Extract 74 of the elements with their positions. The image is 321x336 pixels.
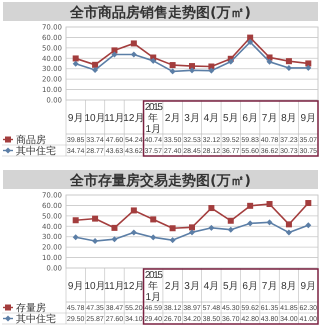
point	[228, 226, 234, 233]
point	[111, 236, 118, 242]
x-tick-label: 12月	[123, 113, 144, 124]
chart-title: 全市商品房销售走势图(万㎡)	[69, 4, 251, 21]
x-tick-label: 2月	[164, 113, 180, 124]
legend-label: 其中住宅	[16, 313, 56, 325]
x-tick-label: 9月	[68, 281, 84, 292]
point	[286, 230, 292, 236]
point	[189, 67, 195, 74]
point	[72, 234, 79, 240]
point	[266, 219, 273, 226]
x-tick-label: 10月	[84, 113, 106, 124]
x-tick-label: 7月	[262, 113, 278, 124]
point	[228, 58, 234, 65]
point	[266, 58, 273, 65]
x-tick-label: 12月	[123, 281, 144, 292]
x-tick-label: 4月	[204, 281, 220, 292]
point	[72, 55, 79, 62]
point	[266, 201, 273, 208]
point	[305, 64, 312, 71]
point	[150, 234, 156, 240]
point	[92, 62, 98, 68]
point	[228, 218, 234, 224]
point	[247, 34, 254, 41]
point	[305, 60, 312, 66]
point	[247, 39, 254, 46]
point	[189, 229, 195, 236]
x-tick-label: 10月	[84, 281, 106, 292]
x-tick-label: 2015年1月	[144, 270, 164, 303]
point	[170, 62, 176, 68]
point	[286, 58, 292, 64]
x-tick-label: 6月	[242, 281, 258, 292]
point	[286, 64, 292, 71]
x-tick-label: 11月	[104, 281, 125, 292]
x-tick-label: 3月	[184, 113, 200, 124]
point	[189, 224, 195, 230]
x-tick-label: 4月	[204, 113, 220, 124]
x-tick-label: 8月	[281, 113, 297, 124]
x-tick-label: 3月	[184, 281, 200, 292]
point	[92, 216, 98, 222]
x-tick-label: 9月	[68, 113, 84, 124]
point	[72, 217, 79, 224]
x-tick-label: 9月	[300, 281, 316, 292]
point	[92, 66, 98, 73]
x-tick-label: 8月	[281, 281, 297, 292]
point	[130, 40, 137, 46]
point	[150, 58, 156, 64]
point	[305, 200, 312, 206]
chart-title: 全市存量房交易走势图(万㎡)	[69, 172, 251, 189]
legend-label: 其中住宅	[16, 145, 56, 157]
x-tick-label: 2月	[164, 281, 180, 292]
x-tick-label: 5月	[222, 281, 239, 292]
point	[247, 202, 254, 209]
point	[208, 224, 214, 231]
point	[72, 60, 79, 67]
x-tick-label: 5月	[222, 113, 239, 124]
point	[150, 216, 156, 222]
point	[111, 224, 118, 231]
legend-label: 存量房	[16, 302, 46, 314]
point	[111, 52, 118, 58]
point	[170, 225, 176, 232]
x-tick-label: 9月	[300, 113, 316, 124]
point	[130, 229, 137, 236]
point	[208, 205, 214, 212]
point	[286, 221, 292, 228]
x-tick-label: 7月	[262, 281, 278, 292]
x-tick-label: 6月	[242, 113, 258, 124]
x-tick-label: 2015年1月	[144, 102, 164, 135]
point	[305, 222, 312, 228]
x-tick-label: 11月	[104, 113, 125, 124]
point	[189, 63, 195, 70]
legend-label: 商品房	[16, 134, 46, 146]
point	[130, 207, 137, 214]
point	[170, 237, 176, 244]
